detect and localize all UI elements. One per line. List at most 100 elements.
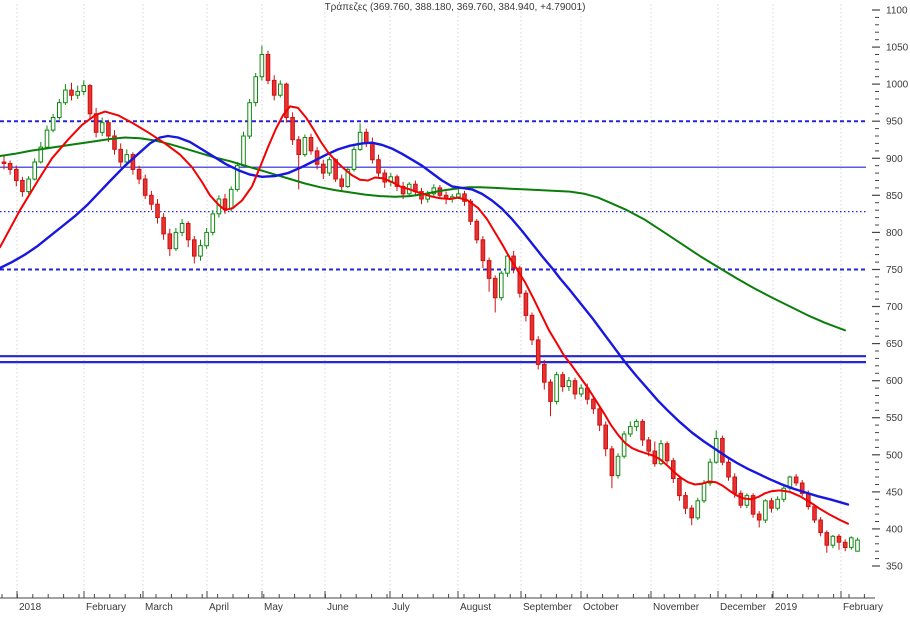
candle-body xyxy=(499,272,504,299)
candle-body xyxy=(228,188,234,210)
candle-body xyxy=(222,198,228,210)
candle-body xyxy=(560,374,566,388)
candle-body xyxy=(7,163,13,170)
candle-body xyxy=(744,495,750,506)
candle-body xyxy=(634,420,639,428)
candle-body xyxy=(321,163,326,174)
candle-body xyxy=(364,131,369,144)
candle-body xyxy=(597,408,602,426)
candle-body xyxy=(1,161,7,164)
candle-body xyxy=(308,137,314,152)
candle-body xyxy=(118,148,124,163)
ma-line-fast-red xyxy=(0,105,849,525)
x-axis-month-label: 2018 xyxy=(19,602,42,613)
candle-body xyxy=(707,461,713,484)
candle-body xyxy=(204,231,209,247)
candle-body xyxy=(69,89,74,96)
candle-body xyxy=(849,537,854,548)
candle-body xyxy=(112,135,117,150)
candle-body xyxy=(130,154,136,170)
candle-body xyxy=(235,165,240,190)
candle-body xyxy=(339,178,344,187)
candle-body xyxy=(799,482,805,494)
candle-body xyxy=(763,500,768,521)
candle-body xyxy=(462,193,467,202)
x-axis-month-label: April xyxy=(209,602,229,613)
candle-body xyxy=(566,380,572,388)
candle-body xyxy=(456,193,461,198)
y-axis-label: 600 xyxy=(886,376,903,387)
candle-body xyxy=(173,231,179,250)
candle-body xyxy=(93,113,99,133)
candle-body xyxy=(683,495,688,509)
x-axis-month-label: December xyxy=(720,602,767,613)
candle-body xyxy=(327,159,332,174)
candle-body xyxy=(155,203,160,218)
candle-body xyxy=(775,498,780,509)
candle-body xyxy=(658,443,664,465)
candle-body xyxy=(394,176,400,187)
candle-body xyxy=(603,424,609,450)
candle-body xyxy=(640,420,645,441)
candle-body xyxy=(179,223,185,233)
candle-body xyxy=(548,381,553,402)
candle-body xyxy=(192,239,197,257)
x-axis-month-label: July xyxy=(392,602,410,613)
candle-body xyxy=(259,54,265,78)
candle-body xyxy=(57,102,62,118)
y-axis-label: 1000 xyxy=(886,80,909,91)
candle-body xyxy=(278,83,283,96)
chart-title: Τράπεζες (369.760, 388.180, 369.760, 384… xyxy=(324,2,586,13)
candle-body xyxy=(486,260,492,279)
candle-body xyxy=(376,159,381,174)
candle-body xyxy=(591,398,596,410)
candle-body xyxy=(370,142,375,161)
candle-body xyxy=(26,178,31,193)
candle-body xyxy=(296,139,301,155)
candle-body xyxy=(517,267,523,294)
candle-body xyxy=(99,122,105,133)
candle-body xyxy=(345,168,351,187)
candle-body xyxy=(185,223,191,241)
candle-body xyxy=(720,438,725,463)
candle-body xyxy=(302,137,308,156)
candle-body xyxy=(81,85,87,92)
candle-body xyxy=(38,146,44,163)
candle-body xyxy=(646,439,652,452)
candle-body xyxy=(20,180,25,193)
y-axis-label: 550 xyxy=(886,413,903,424)
candle-body xyxy=(284,83,289,118)
candle-body xyxy=(87,85,93,115)
candle-body xyxy=(63,89,68,104)
ma-line-medium-blue xyxy=(0,134,850,506)
candle-body xyxy=(824,532,830,546)
candle-body xyxy=(124,154,130,163)
candle-body xyxy=(44,129,50,148)
candle-body xyxy=(529,314,535,341)
x-axis-month-label: November xyxy=(653,602,700,613)
candle-body xyxy=(818,519,823,534)
y-axis-label: 400 xyxy=(886,524,903,535)
candle-body xyxy=(136,168,142,180)
candle-body xyxy=(210,213,216,233)
candle-body xyxy=(609,448,615,477)
y-axis-label: 450 xyxy=(886,487,903,498)
candle-body xyxy=(290,117,295,141)
candle-body xyxy=(756,513,762,521)
x-axis-month-label: September xyxy=(523,602,573,613)
x-axis-month-label: August xyxy=(460,602,491,613)
y-axis-label: 1100 xyxy=(886,6,908,17)
candle-body xyxy=(542,363,547,383)
candle-body xyxy=(793,476,799,484)
x-axis-month-label: May xyxy=(264,602,283,613)
candle-body xyxy=(32,161,38,180)
candle-body xyxy=(812,506,817,521)
candle-body xyxy=(738,492,744,506)
candle-body xyxy=(142,178,148,196)
x-axis-month-label: June xyxy=(327,602,349,613)
candle-body xyxy=(14,168,19,181)
candle-body xyxy=(855,539,860,552)
